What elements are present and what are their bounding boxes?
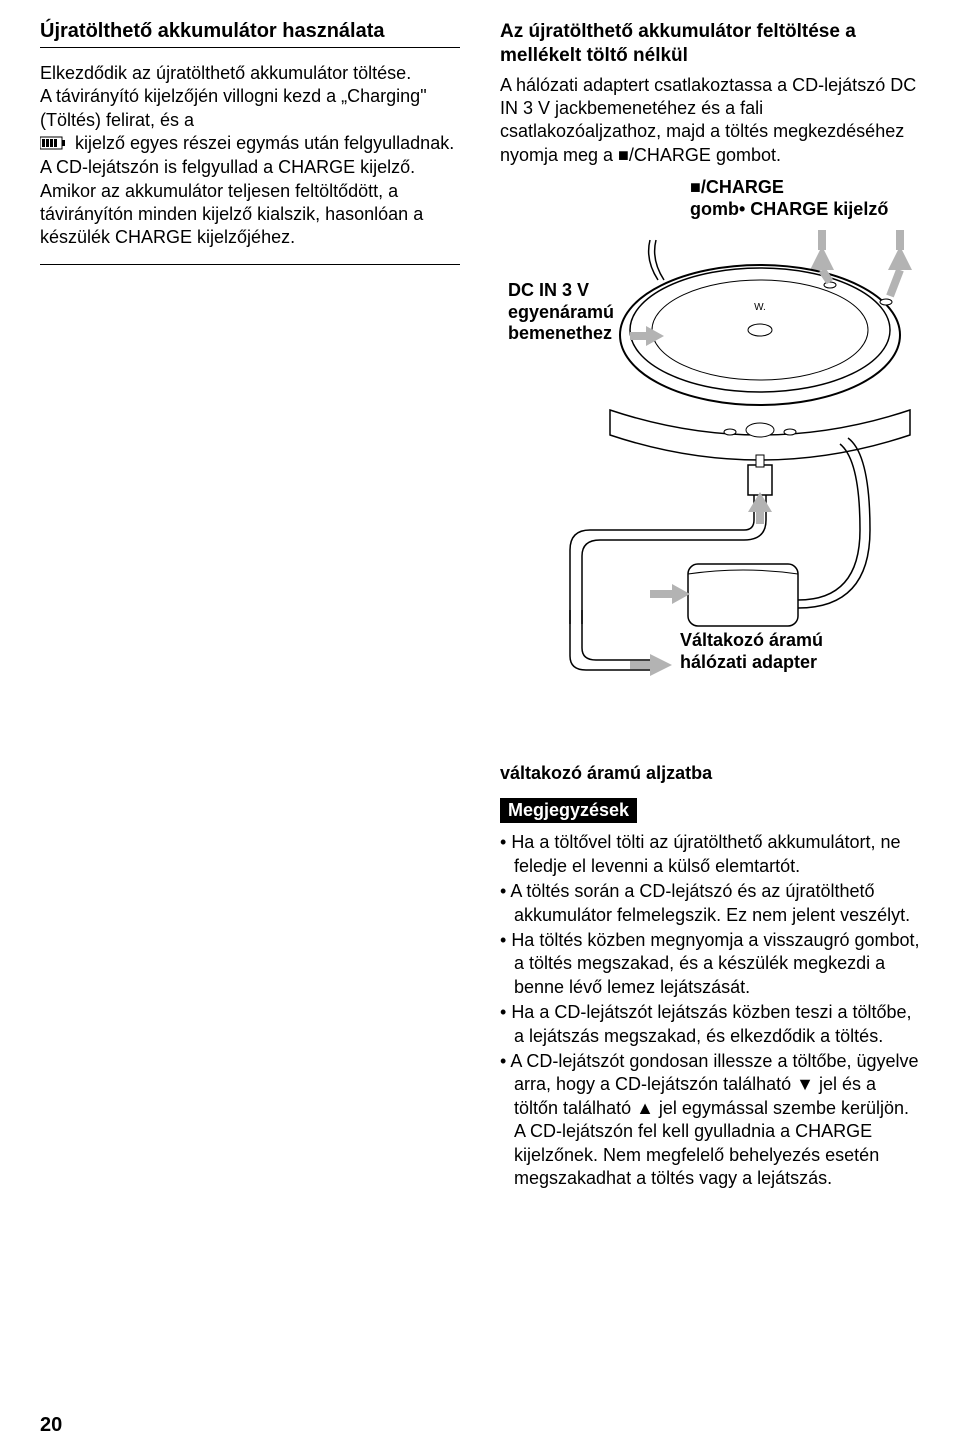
note-item: A töltés során a CD-lejátszó és az újrat… (500, 880, 920, 927)
dc-in-line1: DC IN 3 V (508, 280, 614, 302)
notes-badge: Megjegyzések (500, 798, 637, 823)
charge-btn-line1: ■/CHARGE (690, 177, 920, 199)
note-item: Ha a töltővel tölti az újratölthető akku… (500, 831, 920, 878)
outlet-label: váltakozó áramú aljzatba (500, 763, 920, 784)
note-item: A CD-lejátszót gondosan illessze a töltő… (500, 1050, 920, 1190)
note-item: Ha a CD-lejátszót lejátszás közben teszi… (500, 1001, 920, 1048)
left-p1a: Elkezdődik az újratölthető akkumulátor t… (40, 63, 411, 83)
battery-icon (40, 133, 66, 156)
dc-in-line2: egyenáramú (508, 302, 614, 324)
section-title-row: Újratölthető akkumulátor használata (40, 20, 460, 48)
charge-btn-line2: gomb• CHARGE kijelző (690, 199, 920, 221)
notes-section: váltakozó áramú aljzatba Megjegyzések Ha… (480, 763, 920, 1190)
left-body: Elkezdődik az újratölthető akkumulátor t… (40, 62, 460, 250)
right-subheading: Az újratölthető akkumulátor feltöltése a… (500, 20, 920, 68)
section-title: Újratölthető akkumulátor használata (40, 20, 460, 43)
svg-text:W.: W. (754, 302, 766, 313)
left-p1b: A távirányító kijelzőjén villogni kezd a… (40, 86, 427, 129)
divider (40, 264, 460, 265)
left-p1c: kijelző egyes részei egymás után felgyul… (40, 133, 454, 177)
charge-button-label-block: ■/CHARGE gomb• CHARGE kijelző (500, 177, 920, 220)
left-p1d: Amikor az akkumulátor teljesen feltöltőd… (40, 181, 423, 248)
outlet-arrow-svg (500, 610, 920, 730)
device-diagram: W. (500, 230, 920, 630)
page-number: 20 (40, 1414, 62, 1437)
dc-in-line3: bemenethez (508, 323, 614, 345)
notes-list: Ha a töltővel tölti az újratölthető akku… (500, 831, 920, 1190)
right-p1: A hálózati adaptert csatlakoztassa a CD-… (500, 74, 920, 168)
dc-in-label: DC IN 3 V egyenáramú bemenethez (508, 280, 614, 345)
note-item: Ha töltés közben megnyomja a visszaugró … (500, 929, 920, 999)
